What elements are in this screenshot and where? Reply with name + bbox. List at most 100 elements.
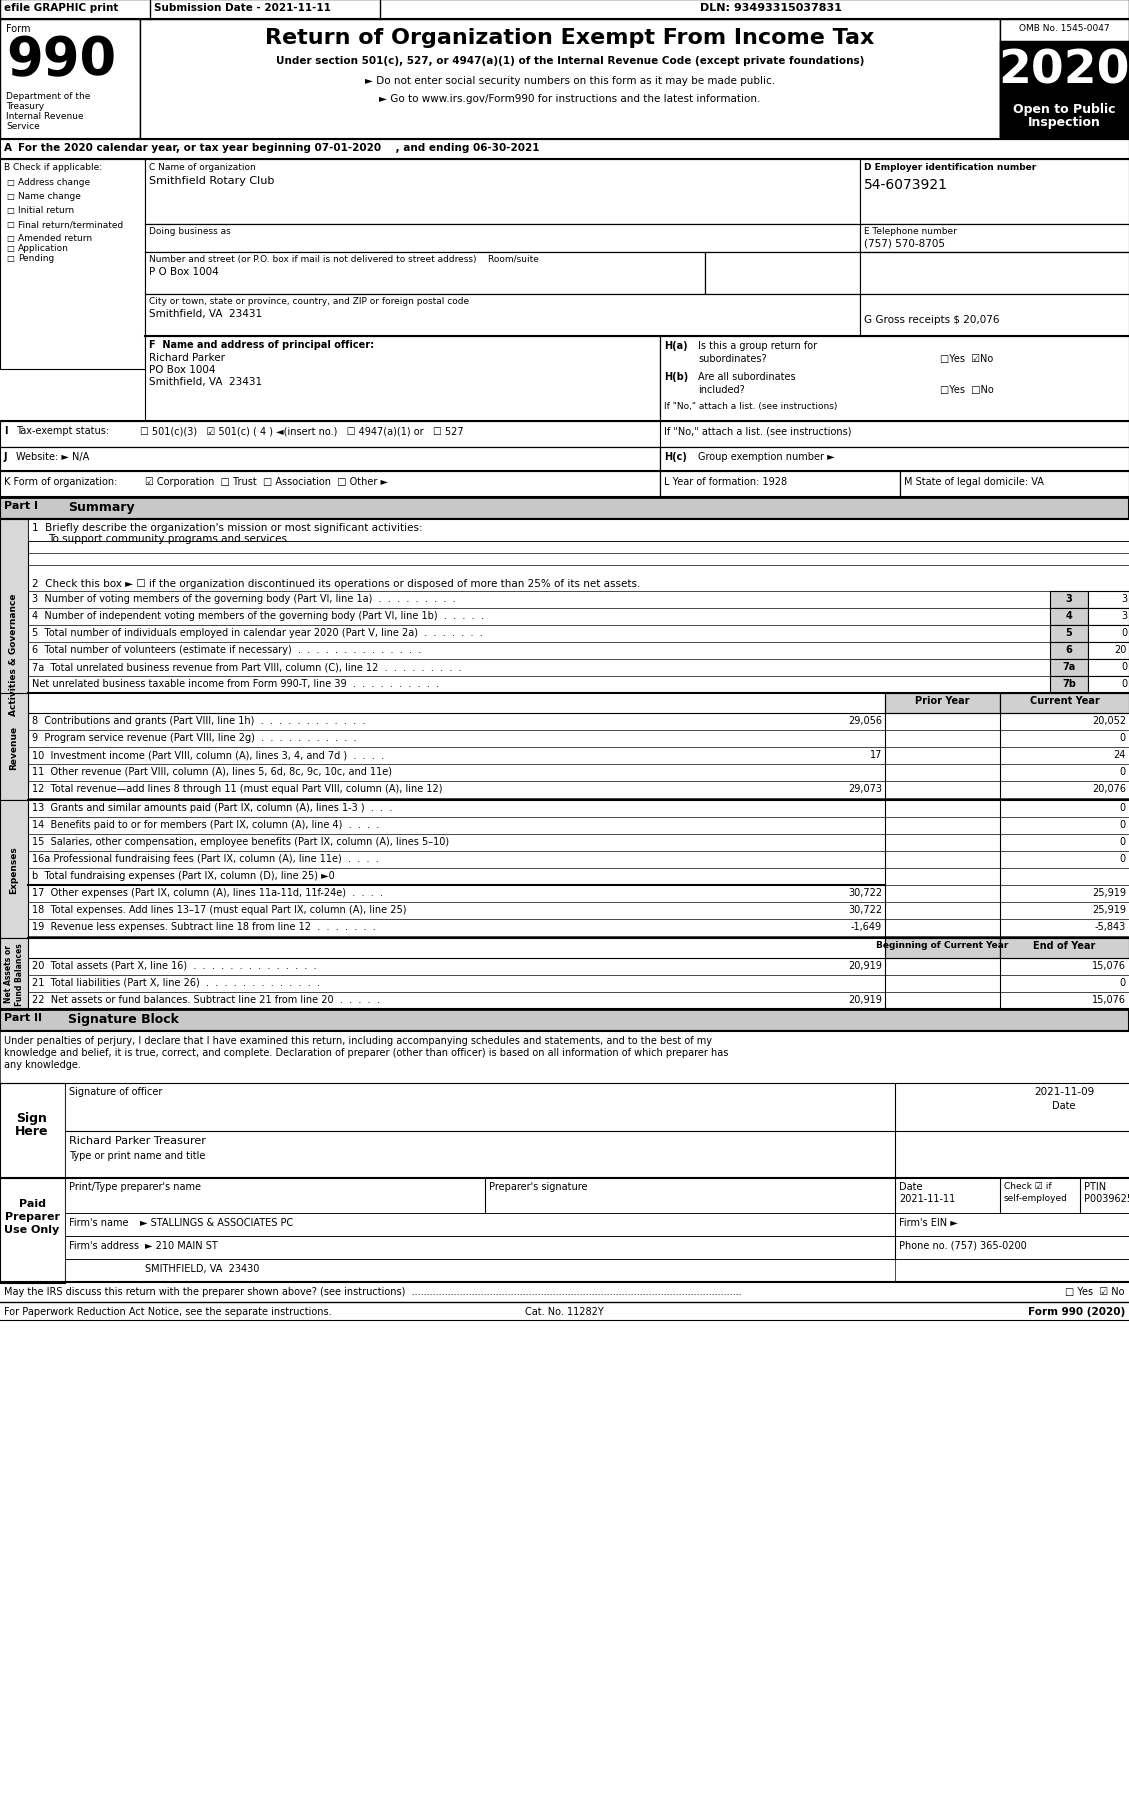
Text: SMITHFIELD, VA  23430: SMITHFIELD, VA 23430 (145, 1263, 260, 1274)
Text: Prior Year: Prior Year (916, 696, 970, 705)
Bar (145, 159, 860, 224)
Text: □: □ (6, 220, 14, 229)
Text: H(b): H(b) (664, 372, 689, 381)
Text: 19  Revenue less expenses. Subtract line 18 from line 12  .  .  .  .  .  .  .: 19 Revenue less expenses. Subtract line … (32, 922, 376, 931)
Text: Beginning of Current Year: Beginning of Current Year (876, 940, 1008, 949)
Text: M State of legal domicile: VA: M State of legal domicile: VA (904, 477, 1044, 486)
Text: any knowledge.: any knowledge. (5, 1059, 81, 1070)
Bar (1080, 1178, 1129, 1212)
Bar (65, 1178, 485, 1212)
Text: Inspection: Inspection (1027, 116, 1101, 128)
Bar (1000, 938, 1129, 958)
Text: efile GRAPHIC print: efile GRAPHIC print (5, 4, 119, 13)
Bar (1088, 643, 1129, 660)
Text: 30,722: 30,722 (848, 887, 882, 898)
Text: □: □ (6, 192, 14, 201)
Text: Signature of officer: Signature of officer (69, 1086, 163, 1097)
Text: To support community programs and services: To support community programs and servic… (49, 533, 287, 544)
Text: Tax-exempt status:: Tax-exempt status: (16, 426, 110, 435)
Text: C Name of organization: C Name of organization (149, 163, 256, 172)
Bar (65, 1084, 895, 1131)
Bar (0, 20, 140, 139)
Text: 2021-11-09: 2021-11-09 (1034, 1086, 1094, 1097)
Text: Signature Block: Signature Block (68, 1012, 178, 1025)
Bar (885, 694, 1000, 714)
Bar (0, 694, 28, 801)
Bar (895, 1236, 1129, 1259)
Text: (757) 570-8705: (757) 570-8705 (864, 239, 945, 249)
Bar (0, 472, 660, 497)
Text: Richard Parker Treasurer: Richard Parker Treasurer (69, 1135, 205, 1146)
Bar (895, 1212, 1129, 1236)
Text: Name change: Name change (18, 192, 81, 201)
Text: 15  Salaries, other compensation, employee benefits (Part IX, column (A), lines : 15 Salaries, other compensation, employe… (32, 837, 449, 846)
Text: 3  Number of voting members of the governing body (Part VI, line 1a)  .  .  .  .: 3 Number of voting members of the govern… (32, 595, 456, 604)
Text: Sign: Sign (17, 1111, 47, 1124)
Bar (0, 1032, 1129, 1084)
Bar (145, 224, 860, 253)
Bar (860, 159, 1129, 224)
Text: P00396258: P00396258 (1084, 1193, 1129, 1203)
Bar (660, 448, 1129, 472)
Text: 0: 0 (1120, 837, 1126, 846)
Text: Current Year: Current Year (1030, 696, 1100, 705)
Bar (65, 1236, 895, 1259)
Text: If "No," attach a list. (see instructions): If "No," attach a list. (see instruction… (664, 426, 851, 435)
Text: Is this a group return for: Is this a group return for (698, 342, 817, 351)
Text: Address change: Address change (18, 177, 90, 186)
Text: Return of Organization Exempt From Income Tax: Return of Organization Exempt From Incom… (265, 27, 875, 49)
Text: 7b: 7b (1062, 679, 1076, 688)
Text: Application: Application (18, 244, 69, 253)
Text: ► Go to www.irs.gov/Form990 for instructions and the latest information.: ► Go to www.irs.gov/Form990 for instruct… (379, 94, 761, 105)
Text: B Check if applicable:: B Check if applicable: (5, 163, 102, 172)
Text: A: A (5, 143, 12, 154)
Text: 20,919: 20,919 (848, 994, 882, 1005)
Text: Are all subordinates: Are all subordinates (698, 372, 796, 381)
Bar (1088, 609, 1129, 625)
Text: 17: 17 (869, 750, 882, 759)
Bar (900, 472, 1129, 497)
Bar (145, 253, 704, 295)
Text: 1  Briefly describe the organization's mission or most significant activities:: 1 Briefly describe the organization's mi… (32, 522, 422, 533)
Text: K Form of organization:: K Form of organization: (5, 477, 117, 486)
Bar (895, 1084, 1129, 1131)
Bar (1050, 643, 1088, 660)
Text: 11  Other revenue (Part VIII, column (A), lines 5, 6d, 8c, 9c, 10c, and 11e): 11 Other revenue (Part VIII, column (A),… (32, 766, 392, 777)
Text: Department of the: Department of the (6, 92, 90, 101)
Text: □: □ (6, 206, 14, 215)
Text: For Paperwork Reduction Act Notice, see the separate instructions.: For Paperwork Reduction Act Notice, see … (5, 1306, 332, 1315)
Bar (145, 336, 660, 421)
Text: 20,076: 20,076 (1092, 784, 1126, 793)
Text: Service: Service (6, 121, 40, 130)
Text: 6: 6 (1066, 645, 1073, 654)
Bar (0, 1010, 1129, 1032)
Text: H(c): H(c) (664, 452, 686, 463)
Text: 0: 0 (1120, 820, 1126, 829)
Text: Under section 501(c), 527, or 4947(a)(1) of the Internal Revenue Code (except pr: Under section 501(c), 527, or 4947(a)(1)… (275, 56, 864, 67)
Text: 29,056: 29,056 (848, 716, 882, 726)
Bar (0, 421, 1129, 448)
Text: Date: Date (1052, 1100, 1076, 1109)
Text: J: J (5, 452, 8, 463)
Text: May the IRS discuss this return with the preparer shown above? (see instructions: May the IRS discuss this return with the… (5, 1287, 742, 1296)
Text: Treasury: Treasury (6, 101, 44, 110)
Text: Number and street (or P.O. box if mail is not delivered to street address)    Ro: Number and street (or P.O. box if mail i… (149, 255, 539, 264)
Text: □ Yes  ☑ No: □ Yes ☑ No (1065, 1287, 1124, 1296)
Text: 18  Total expenses. Add lines 13–17 (must equal Part IX, column (A), line 25): 18 Total expenses. Add lines 13–17 (must… (32, 905, 406, 914)
Text: 4: 4 (1066, 611, 1073, 620)
Bar (0, 1178, 65, 1283)
Text: Net unrelated business taxable income from Form 990-T, line 39  .  .  .  .  .  .: Net unrelated business taxable income fr… (32, 679, 439, 688)
Text: Open to Public: Open to Public (1013, 103, 1115, 116)
Text: End of Year: End of Year (1033, 940, 1095, 950)
Text: 0: 0 (1120, 802, 1126, 813)
Text: ► Do not enter social security numbers on this form as it may be made public.: ► Do not enter social security numbers o… (365, 76, 776, 87)
Text: ☐ 501(c)(3)   ☑ 501(c) ( 4 ) ◄(insert no.)   ☐ 4947(a)(1) or   ☐ 527: ☐ 501(c)(3) ☑ 501(c) ( 4 ) ◄(insert no.)… (140, 426, 464, 435)
Text: 0: 0 (1120, 766, 1126, 777)
Bar (1088, 591, 1129, 609)
Text: 24: 24 (1113, 750, 1126, 759)
Bar (1050, 609, 1088, 625)
Text: 20: 20 (1114, 645, 1127, 654)
Text: 3: 3 (1121, 595, 1127, 604)
Bar (0, 801, 28, 938)
Text: 17  Other expenses (Part IX, column (A), lines 11a-11d, 11f-24e)  .  .  .  .: 17 Other expenses (Part IX, column (A), … (32, 887, 383, 898)
